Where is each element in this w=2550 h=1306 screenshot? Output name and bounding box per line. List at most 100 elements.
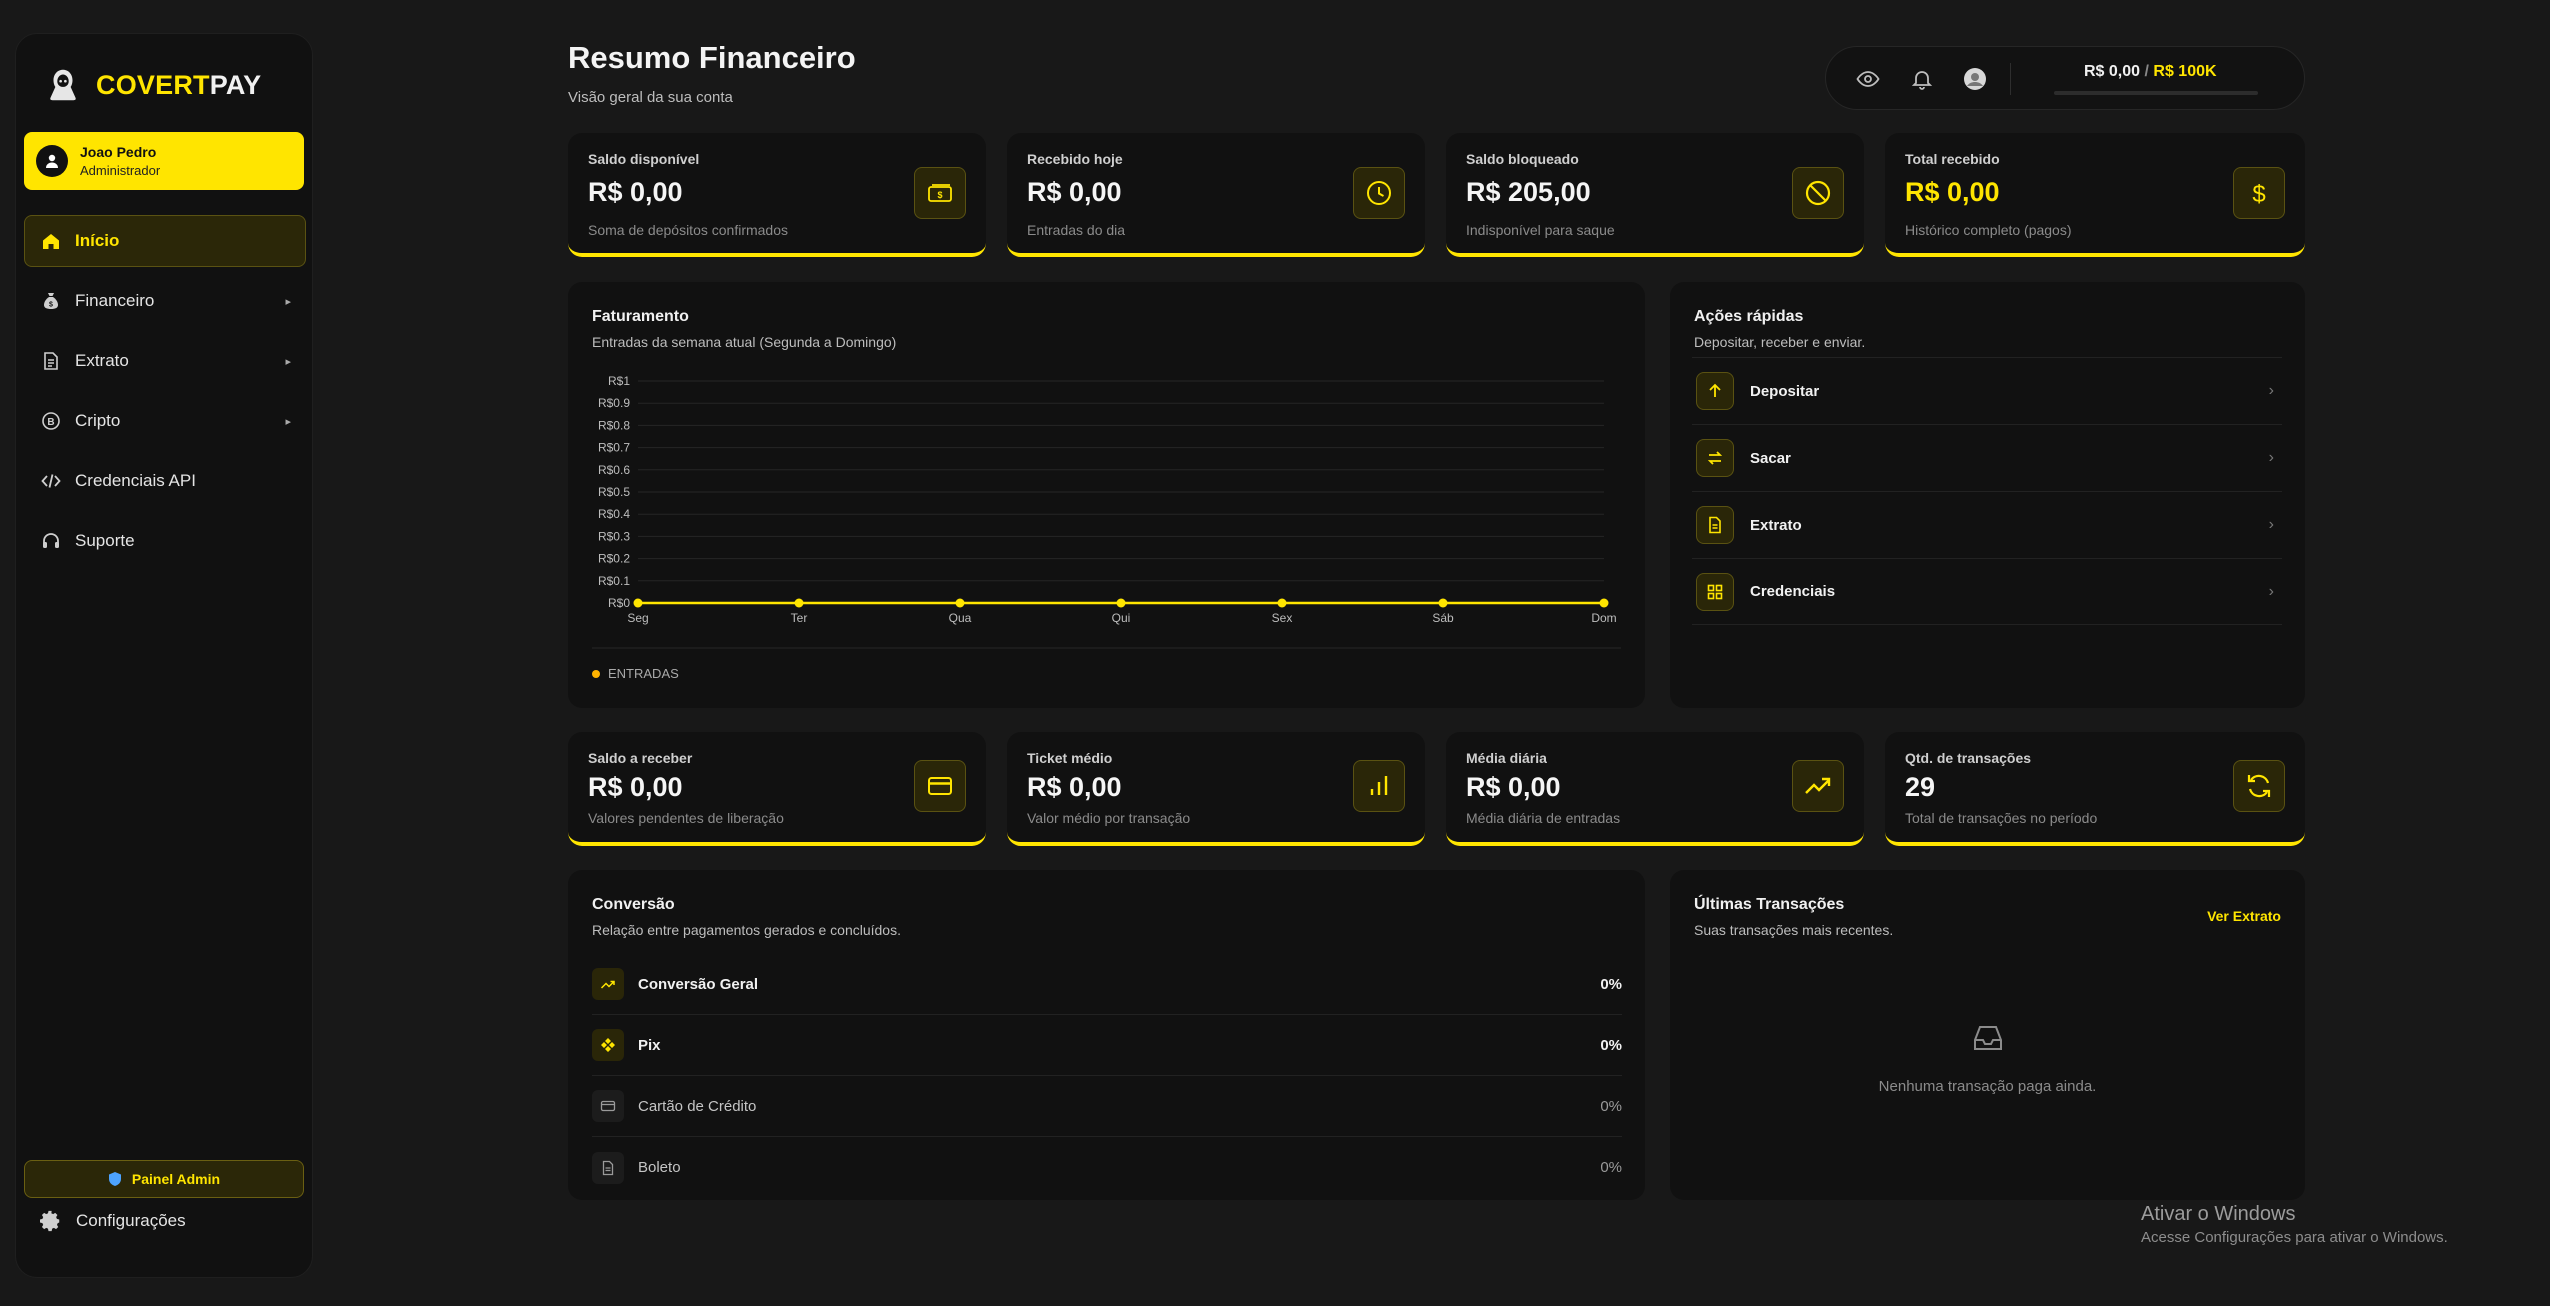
sidebar-item-label: Início (75, 231, 120, 250)
conversion-label: Pix (638, 1036, 661, 1054)
brand-logo[interactable]: COVERTPAY (44, 66, 261, 104)
stat-card-total-recebido: Total recebido R$ 0,00 Histórico complet… (1885, 133, 2305, 257)
bell-icon[interactable] (1910, 67, 1934, 91)
see-statement-link[interactable]: Ver Extrato (2207, 908, 2281, 924)
admin-panel-button[interactable]: Painel Admin (24, 1160, 304, 1198)
x-tick-label: Dom (1591, 611, 1616, 625)
conversion-label: Conversão Geral (638, 975, 759, 993)
divider (2010, 63, 2011, 95)
stat-card-media-diaria: Média diária R$ 0,00 Média diária de ent… (1446, 732, 1864, 846)
revenue-line-chart: R$0 R$0.1 R$0.2 R$0.3 R$0.4 R$0.5 R$0.6 R$0.7 R$… (592, 374, 1621, 649)
stat-card-saldo-disponivel: Saldo disponível R$ 0,00 Soma de depósit… (568, 133, 986, 257)
stat-label: Total recebido (1905, 151, 2000, 167)
avatar-icon[interactable] (1963, 67, 1987, 91)
quick-action-depositar[interactable]: Depositar › (1692, 357, 2282, 424)
expand-arrow-icon: ▸ (285, 295, 291, 308)
sidebar-item-cripto[interactable]: B Cripto ▸ (24, 395, 306, 447)
avatar (36, 145, 68, 177)
chart-title: Faturamento (592, 308, 689, 325)
y-tick-label: R$0.2 (598, 552, 630, 566)
clock-icon (1367, 181, 1391, 205)
quick-action-label: Credenciais (1750, 583, 1836, 600)
quick-action-sacar[interactable]: Sacar › (1692, 424, 2282, 491)
quick-action-label: Sacar (1750, 449, 1791, 467)
x-tick-label: Seg (627, 611, 648, 625)
code-icon (41, 474, 61, 488)
stat-label: Saldo bloqueado (1466, 151, 1579, 167)
stat-value: R$ 205,00 (1466, 177, 1591, 207)
windows-activation-subtitle: Acesse Configurações para ativar o Windo… (2141, 1229, 2448, 1246)
sidebar-item-credenciais-api[interactable]: Credenciais API (24, 455, 306, 507)
bitcoin-icon: B (42, 412, 60, 430)
blocked-icon (1805, 180, 1831, 206)
refresh-icon (2247, 774, 2271, 798)
settings-link[interactable]: Configurações (40, 1210, 186, 1232)
stat-icon-box: $ (2233, 167, 2285, 219)
quick-actions-list: Depositar › Sacar › Extrato › Credenciai… (1692, 357, 2282, 625)
sidebar: COVERTPAY Joao Pedro Administrador Iníci… (15, 33, 313, 1278)
stat-value: R$ 0,00 (588, 177, 683, 207)
data-point (1599, 598, 1609, 608)
stat-subtitle: Indisponível para saque (1466, 222, 1615, 238)
x-tick-label: Sáb (1432, 611, 1454, 625)
limit-separator: / (2144, 63, 2149, 80)
stat-label: Saldo disponível (588, 151, 700, 167)
stat-label: Saldo a receber (588, 750, 693, 766)
sidebar-item-financeiro[interactable]: $ Financeiro ▸ (24, 275, 306, 327)
stat-icon-box (914, 760, 966, 812)
pix-icon (601, 1038, 615, 1052)
sidebar-item-extrato[interactable]: Extrato ▸ (24, 335, 306, 387)
last-transactions-panel: Últimas Transações Suas transações mais … (1670, 870, 2305, 1200)
y-tick-label: R$0.7 (598, 441, 630, 455)
quick-action-credenciais[interactable]: Credenciais › (1692, 558, 2282, 625)
conversion-value: 0% (1600, 1036, 1622, 1054)
data-point (955, 598, 965, 608)
page-subtitle: Visão geral da sua conta (568, 89, 733, 106)
chart-legend: ENTRADAS (592, 666, 679, 681)
swap-icon (1707, 451, 1723, 465)
quick-action-extrato[interactable]: Extrato › (1692, 491, 2282, 558)
stat-label: Qtd. de transações (1905, 750, 2032, 766)
settings-label: Configurações (76, 1211, 186, 1230)
y-tick-label: R$0.1 (598, 574, 630, 588)
chart-subtitle: Entradas da semana atual (Segunda a Domi… (592, 334, 897, 350)
stat-subtitle: Total de transações no período (1905, 810, 2098, 826)
expand-arrow-icon: ▸ (285, 355, 291, 368)
limit-current: R$ 0,00 (2084, 63, 2141, 80)
user-name: Joao Pedro (80, 144, 157, 160)
y-tick-label: R$0.4 (598, 507, 630, 521)
eye-icon[interactable] (1856, 67, 1880, 91)
document-icon (44, 352, 58, 370)
admin-panel-label: Painel Admin (131, 1171, 221, 1187)
card-icon (600, 1100, 616, 1112)
y-tick-label: R$0 (608, 596, 630, 610)
sidebar-item-inicio[interactable]: Início (24, 215, 306, 267)
conversion-row-geral: Conversão Geral 0% (592, 954, 1622, 1015)
arrow-up-icon (1709, 383, 1721, 397)
stat-subtitle: Média diária de entradas (1466, 810, 1621, 826)
file-icon (1709, 516, 1721, 534)
stat-card-recebido-hoje: Recebido hoje R$ 0,00 Entradas do dia (1007, 133, 1425, 257)
y-tick-label: R$1 (608, 374, 630, 388)
inbox-icon (1973, 1026, 2002, 1050)
svg-text:B: B (47, 417, 54, 428)
user-card[interactable]: Joao Pedro Administrador (24, 132, 304, 190)
data-point (633, 598, 643, 608)
data-point (1116, 598, 1126, 608)
x-tick-label: Sex (1272, 611, 1293, 625)
stat-card-ticket-medio: Ticket médio R$ 0,00 Valor médio por tra… (1007, 732, 1425, 846)
headset-icon (43, 533, 59, 548)
revenue-chart-panel: Faturamento Entradas da semana atual (Se… (568, 282, 1645, 708)
quick-action-label: Extrato (1750, 516, 1802, 534)
sidebar-item-label: Cripto (75, 411, 121, 430)
sidebar-item-suporte[interactable]: Suporte (24, 515, 306, 567)
windows-activation-title: Ativar o Windows (2141, 1203, 2296, 1225)
stat-label: Média diária (1466, 750, 1547, 766)
grid-icon (1707, 584, 1723, 599)
conversion-row-pix: Pix 0% (592, 1015, 1622, 1076)
conversion-label: Boleto (638, 1159, 681, 1176)
quick-actions-subtitle: Depositar, receber e enviar. (1694, 334, 1866, 350)
home-icon (43, 234, 59, 249)
limit-progress-bar (2054, 91, 2258, 95)
empty-state-text: Nenhuma transação paga ainda. (1878, 1078, 2097, 1095)
